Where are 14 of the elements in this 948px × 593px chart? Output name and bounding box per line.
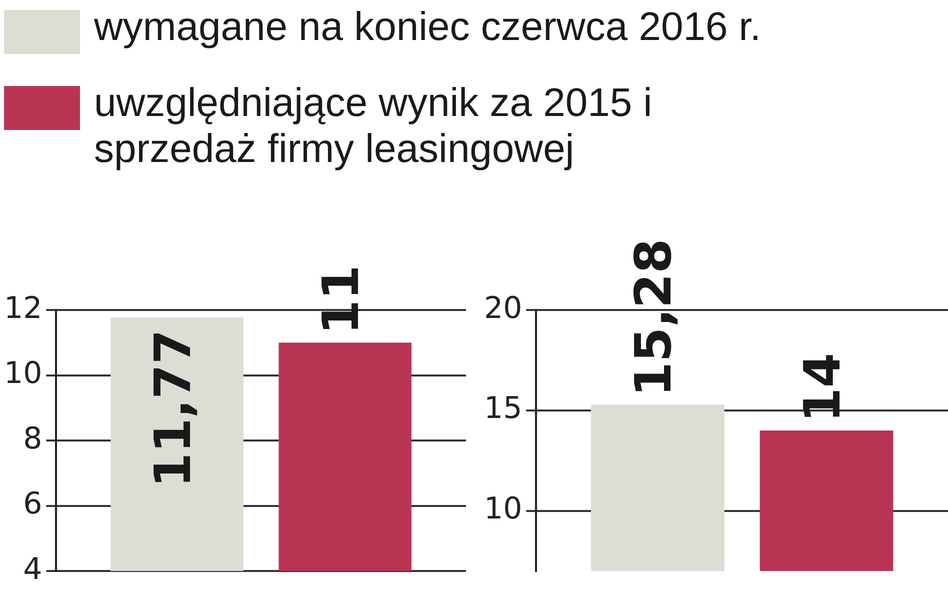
y-tick-label: 10 xyxy=(484,492,522,527)
data-label: 11 xyxy=(312,265,370,335)
y-tick-label: 10 xyxy=(4,356,42,392)
y-tick-label: 4 xyxy=(23,552,42,587)
y-tick-label: 15 xyxy=(484,391,522,426)
y-tick-label: 6 xyxy=(23,486,42,522)
legend-label: wymagane na koniec czerwca 2016 r. xyxy=(94,4,762,50)
data-label: 14 xyxy=(793,352,852,422)
data-label: 15,28 xyxy=(624,238,683,397)
y-tick-label: 8 xyxy=(23,421,42,456)
data-label: 11,77 xyxy=(144,330,202,488)
y-tick-label: 20 xyxy=(484,290,522,326)
y-tick-label: 12 xyxy=(4,290,42,326)
legend-label: uwzględniające wynik za 2015 i sprzedaż firmy leasingowej xyxy=(94,80,654,172)
